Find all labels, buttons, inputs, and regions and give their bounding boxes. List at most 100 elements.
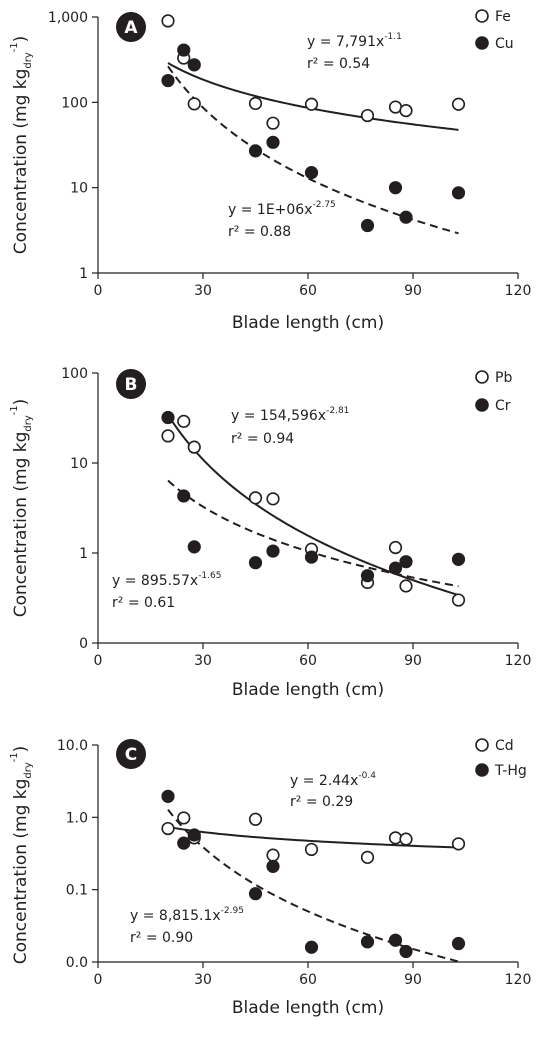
legend-label-fe: Fe [495, 9, 511, 25]
legend-label-cu: Cu [495, 36, 514, 52]
fit-line-t-hg [167, 808, 459, 963]
x-tick-label: 120 [505, 653, 532, 669]
point-cu [360, 218, 375, 233]
fit-r2-t-hg: r² = 0.90 [130, 930, 193, 946]
y-title-main: Concentration (mg kg [11, 69, 31, 255]
equation-exponent: -1.65 [198, 571, 221, 581]
x-tick-label: 120 [505, 972, 532, 988]
point-cr [187, 540, 201, 554]
point-fe [248, 96, 263, 111]
y-axis-title: Concentration (mg kgdry-1) [9, 746, 34, 965]
point-pb [177, 414, 191, 428]
point-fe [304, 97, 319, 111]
y-tick-label: 10 [70, 456, 88, 472]
point-pb [399, 579, 413, 593]
y-title-sub: dry [23, 415, 34, 431]
point-cu [161, 73, 175, 88]
panel-c: 0 30 60 90 120 0.0 0.1 1.0 10.0 Cd T-Hg y = 2.44x-0… [9, 738, 531, 1018]
x-tick-label: 0 [94, 972, 103, 988]
x-tick-label: 30 [194, 283, 212, 299]
point-pb [161, 429, 175, 443]
equation-exponent: -2.95 [221, 906, 244, 916]
legend-marker-t-hg [475, 763, 489, 777]
fit-r2-fe: r² = 0.54 [307, 56, 370, 72]
y-tick-label: 100 [61, 366, 88, 382]
x-tick-label: 90 [404, 283, 422, 299]
equation-text: y = 7,791x [307, 34, 384, 50]
point-t-hg [304, 940, 319, 954]
point-fe [161, 14, 175, 28]
equation-text: y = 1E+06x [228, 202, 313, 218]
point-cu [187, 58, 201, 72]
point-t-hg [187, 828, 201, 842]
fit-equation-cr: y = 895.57x-1.65 [112, 571, 221, 589]
fit-r2-pb: r² = 0.94 [231, 431, 294, 447]
point-cr [360, 569, 375, 583]
y-title-main: Concentration (mg kg [11, 779, 31, 965]
legend-marker-cd [475, 738, 489, 752]
legend-marker-fe [475, 9, 489, 23]
x-tick-label: 30 [194, 972, 212, 988]
y-title-sup: -1 [9, 42, 20, 52]
legend-marker-cr [475, 398, 489, 412]
y-tick-label: 1 [79, 546, 88, 562]
equation-exponent: -2.81 [326, 406, 349, 416]
y-tick-label: 0.0 [66, 955, 88, 971]
x-tick-label: 90 [404, 972, 422, 988]
panel-badge-label: A [124, 18, 138, 38]
point-cr [388, 561, 403, 575]
y-title-close: ) [11, 36, 31, 43]
y-title-main: Concentration (mg kg [11, 432, 31, 618]
y-tick-label: 1,000 [48, 10, 88, 26]
point-cd [248, 812, 263, 826]
point-fe [360, 108, 375, 123]
equation-text: y = 2.44x [290, 773, 358, 789]
legend-marker-pb [475, 370, 489, 384]
panel-badge [116, 12, 146, 42]
point-cd [177, 811, 191, 825]
x-tick-label: 120 [505, 283, 532, 299]
y-tick-label: 100 [61, 95, 88, 111]
legend-label-t-hg: T-Hg [494, 763, 527, 779]
x-tick-label: 0 [94, 283, 103, 299]
legend-label-cd: Cd [495, 738, 514, 754]
y-tick-label: 0 [79, 636, 88, 652]
y-title-sub: dry [23, 52, 34, 68]
equation-text: y = 895.57x [112, 573, 198, 589]
point-t-hg [161, 789, 175, 803]
y-title-close: ) [11, 399, 31, 406]
y-axis-title: Concentration (mg kgdry-1) [9, 399, 34, 618]
x-tick-label: 0 [94, 653, 103, 669]
point-t-hg [451, 936, 466, 951]
point-cu [304, 166, 319, 180]
point-cr [248, 556, 263, 570]
fit-equation-cu: y = 1E+06x-2.75 [228, 200, 336, 218]
x-tick-label: 90 [404, 653, 422, 669]
y-tick-label: 10.0 [57, 738, 88, 754]
equation-exponent: -0.4 [358, 771, 376, 781]
x-axis-title: Blade length (cm) [232, 313, 384, 333]
x-axis-title: Blade length (cm) [232, 680, 384, 700]
fit-line-cd [167, 825, 459, 849]
panel-badge-label: B [125, 375, 138, 395]
legend-label-cr: Cr [495, 398, 511, 414]
panel-b: 0 30 60 90 120 0 1 10 100 Pb Cr y = 154,596x-2.81 r²… [9, 366, 531, 700]
point-cr [266, 544, 280, 558]
point-t-hg [388, 933, 403, 947]
point-cu [388, 181, 403, 195]
fit-line-fe [167, 62, 459, 131]
fit-r2-cr: r² = 0.61 [112, 595, 175, 611]
legend-marker-cu [475, 36, 489, 50]
point-t-hg [248, 887, 263, 901]
panel-badge [116, 739, 146, 769]
x-tick-label: 60 [299, 972, 317, 988]
point-cr [177, 489, 191, 503]
fit-equation-fe: y = 7,791x-1.1 [307, 32, 402, 50]
point-t-hg [266, 859, 280, 873]
point-pb [388, 540, 403, 555]
point-cr [451, 552, 466, 566]
point-fe [399, 104, 413, 118]
point-t-hg [399, 944, 413, 959]
x-tick-label: 60 [299, 653, 317, 669]
